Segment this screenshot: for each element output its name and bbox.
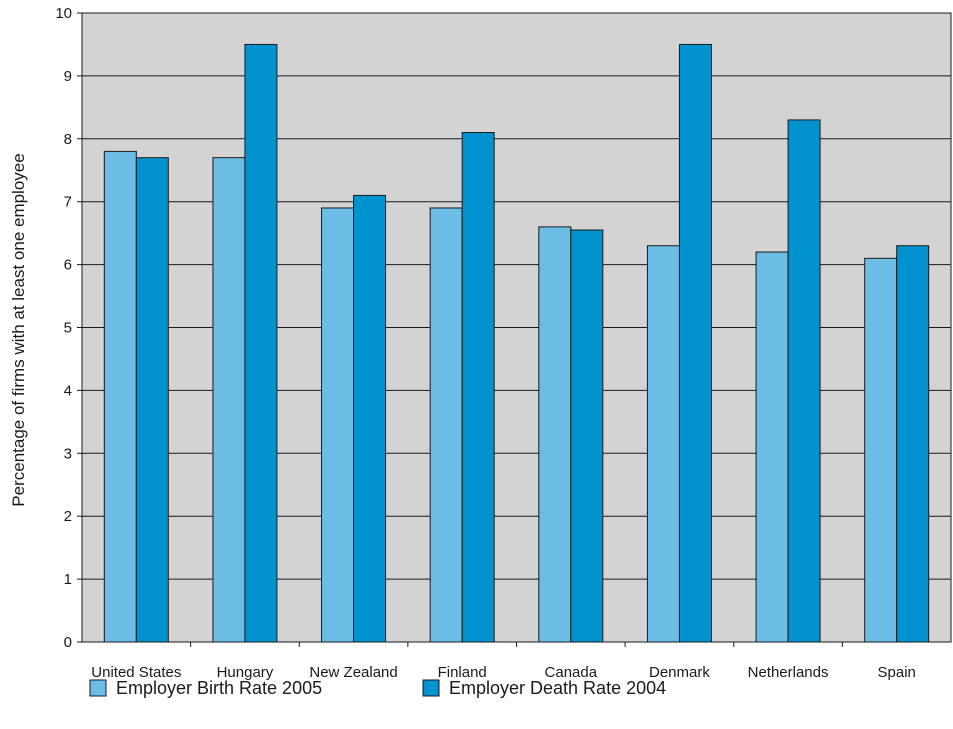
y-tick-label: 6 [64,257,72,274]
bar-birth-rate [755,251,789,643]
y-tick-label: 3 [64,445,72,462]
legend-label-death-rate: Employer Death Rate 2004 [449,678,666,698]
bar-death-rate [461,132,495,643]
x-tick-label: Denmark [649,664,710,681]
bar-death-rate [135,157,169,643]
bar-birth-rate [538,226,572,643]
y-tick-label: 1 [64,571,72,588]
x-tick-label: Netherlands [748,664,829,681]
bar-birth-rate [103,150,137,643]
y-tick-label: 7 [64,194,72,211]
y-tick-label: 8 [64,131,72,148]
bar-birth-rate [646,245,680,643]
y-axis-title: Percentage of firms with at least one em… [9,153,28,506]
legend-swatch-death-rate [422,679,440,697]
bar-birth-rate [212,157,246,643]
x-tick-label: Spain [878,664,916,681]
x-tick-label: Canada [545,664,598,681]
x-tick-label: Finland [438,664,487,681]
bar-death-rate [787,119,821,643]
bar-birth-rate [429,207,463,643]
bar-death-rate [244,43,278,643]
bar-birth-rate [864,257,898,643]
bar-death-rate [896,245,930,643]
bar-death-rate [570,229,604,643]
y-tick-label: 4 [64,382,72,399]
legend: Employer Birth Rate 2005 Employer Death … [89,678,666,698]
y-tick-label: 5 [64,320,72,337]
y-tick-label: 10 [55,5,72,22]
bar-death-rate [353,194,387,643]
x-tick-label: Hungary [217,664,274,681]
y-axis-ticks: 0 1 2 3 4 5 6 7 8 9 10 [55,5,82,651]
bar-death-rate [678,43,712,643]
x-tick-label: United States [91,664,181,681]
y-tick-label: 2 [64,508,72,525]
x-axis-ticks: United States Hungary New Zealand Finland Ca… [91,642,916,681]
bar-birth-rate [321,207,355,643]
y-tick-label: 0 [64,634,72,651]
bars [103,43,930,643]
x-tick-label: New Zealand [309,664,397,681]
legend-label-birth-rate: Employer Birth Rate 2005 [116,678,322,698]
legend-swatch-birth-rate [89,679,107,697]
y-tick-label: 9 [64,68,72,85]
